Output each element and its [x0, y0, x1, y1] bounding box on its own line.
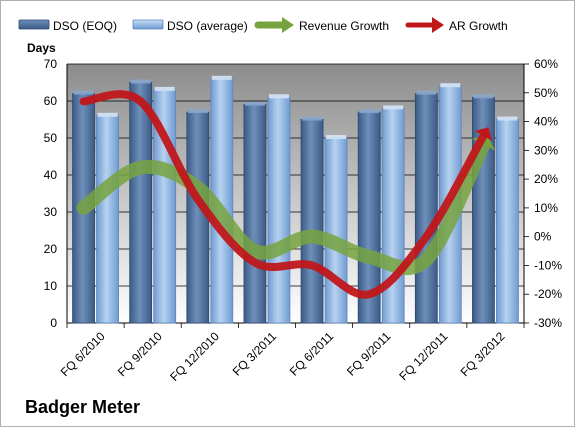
legend-revenue-growth-label: Revenue Growth [299, 19, 389, 33]
bar-top-highlight [383, 105, 404, 110]
x-tick-label: FQ 9/2010 [115, 329, 165, 379]
bar-top-highlight [187, 109, 208, 114]
bar-top-highlight [211, 75, 232, 80]
y2-tick-label: 10% [534, 201, 558, 215]
bar-top-highlight [97, 112, 118, 117]
bar-top-highlight [326, 135, 347, 139]
bar-top-highlight [244, 101, 265, 106]
bar-top-highlight [440, 83, 461, 88]
y2-tick-label: 0% [534, 230, 552, 244]
y-tick-label: 30 [44, 205, 58, 219]
x-tick-label: FQ 12/2011 [396, 329, 450, 383]
legend-revenue-growth-swatch-arrow [282, 17, 294, 33]
bar-dso-eoq [414, 93, 438, 324]
bar-dso-average [381, 108, 405, 324]
y2-tick-label: 40% [534, 115, 558, 129]
y-axis-title: Days [27, 41, 56, 55]
y-tick-label: 10 [44, 279, 58, 293]
y2-tick-label: 30% [534, 143, 558, 157]
bar-dso-average [496, 119, 519, 324]
x-tick-label: FQ 9/2011 [344, 329, 394, 379]
bar-top-highlight [154, 86, 175, 91]
bar-top-highlight [302, 116, 323, 121]
ar-growth-line-arrowhead [474, 127, 493, 141]
bar-dso-average [324, 137, 348, 324]
y-tick-label: 50 [44, 131, 58, 145]
x-tick-label: FQ 3/2011 [230, 329, 280, 379]
bar-top-highlight [268, 94, 289, 99]
revenue-growth-line [76, 137, 491, 276]
legend-ar-growth-label: AR Growth [449, 19, 508, 33]
bar-top-highlight [416, 90, 437, 95]
y-tick-label: 20 [44, 242, 58, 256]
bar-dso-eoq [300, 119, 324, 324]
legend-dso-average-label: DSO (average) [167, 19, 248, 33]
bar-dso-eoq [129, 82, 153, 324]
x-tick-label: FQ 12/2010 [167, 329, 222, 384]
y2-tick-label: -30% [534, 316, 562, 330]
company-name: Badger Meter [25, 397, 141, 417]
bar-top-highlight [130, 79, 151, 84]
y-tick-label: 40 [44, 168, 58, 182]
y-tick-label: 0 [50, 316, 57, 330]
legend-dso-average-swatch [132, 19, 164, 30]
y2-tick-label: -20% [534, 287, 562, 301]
y2-tick-label: 50% [534, 86, 558, 100]
y2-tick-label: 20% [534, 172, 558, 186]
bar-dso-eoq [243, 104, 267, 324]
bar-dso-eoq [186, 111, 210, 324]
legend-ar-growth-swatch-arrow [432, 17, 444, 33]
legend-dso-eoq-swatch [18, 19, 50, 30]
ar-growth-line [79, 90, 488, 299]
bar-dso-average [96, 115, 119, 324]
legend-dso-eoq-label: DSO (EOQ) [53, 19, 117, 33]
x-tick-label: FQ 6/2011 [287, 329, 337, 379]
bar-top-highlight [473, 94, 494, 99]
y-tick-label: 70 [44, 57, 58, 71]
y2-tick-label: -10% [534, 258, 562, 272]
x-tick-label: FQ 3/2012 [458, 329, 508, 379]
bar-dso-average [267, 96, 291, 324]
bar-top-highlight [497, 116, 518, 121]
y-tick-label: 60 [44, 94, 58, 108]
bar-top-highlight [73, 90, 94, 95]
x-tick-label: FQ 6/2010 [58, 329, 108, 379]
bar-top-highlight [359, 109, 380, 114]
y2-tick-label: 60% [534, 57, 558, 71]
